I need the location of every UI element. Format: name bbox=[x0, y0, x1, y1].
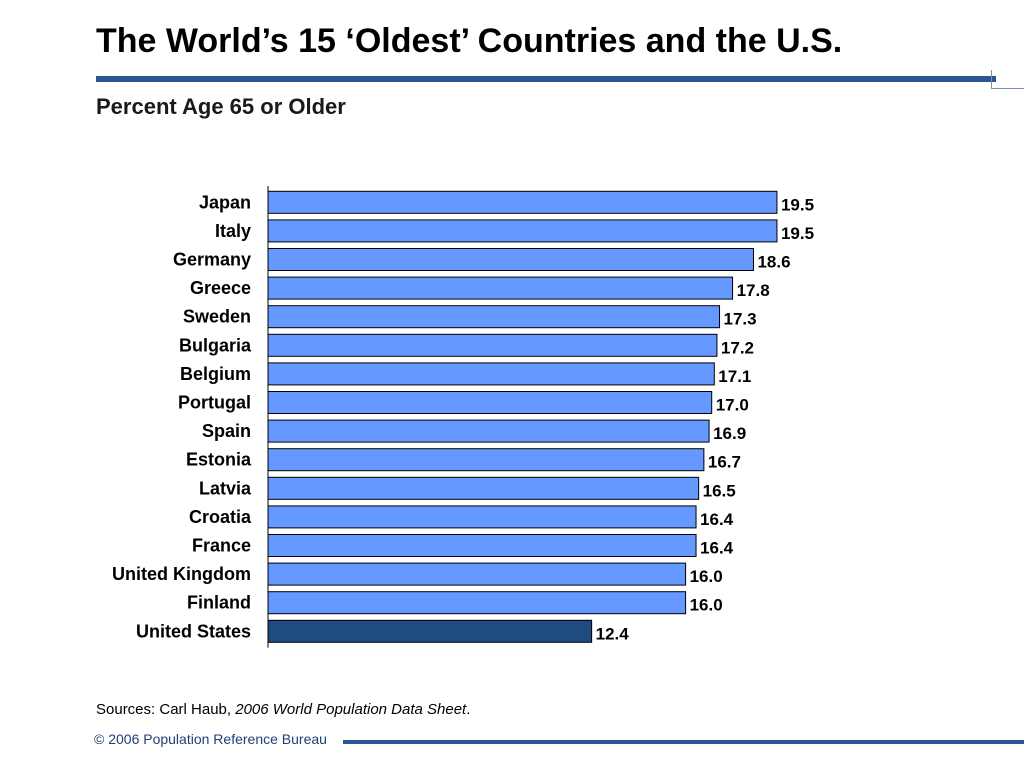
value-label-united-kingdom: 16.0 bbox=[690, 567, 723, 586]
source-title: 2006 World Population Data Sheet bbox=[235, 701, 467, 718]
bar-united-kingdom bbox=[267, 562, 687, 586]
bar-united-states bbox=[267, 619, 593, 643]
title-underline-corner bbox=[991, 70, 1024, 89]
bar-finland bbox=[267, 591, 687, 615]
category-label-portugal: Portugal bbox=[178, 393, 251, 413]
category-label-belgium: Belgium bbox=[180, 364, 251, 384]
chart-subtitle: Percent Age 65 or Older bbox=[96, 94, 346, 119]
bar-italy bbox=[267, 219, 778, 243]
category-label-italy: Italy bbox=[215, 221, 251, 241]
value-label-finland: 16.0 bbox=[690, 596, 723, 615]
value-label-croatia: 16.4 bbox=[700, 510, 734, 529]
category-label-finland: Finland bbox=[187, 593, 251, 613]
value-label-portugal: 17.0 bbox=[716, 396, 749, 415]
value-label-spain: 16.9 bbox=[713, 424, 746, 443]
bar-germany bbox=[267, 248, 754, 271]
category-label-greece: Greece bbox=[190, 278, 251, 298]
value-label-latvia: 16.5 bbox=[703, 481, 736, 500]
category-label-united-kingdom: United Kingdom bbox=[112, 564, 251, 584]
bar-spain bbox=[267, 419, 710, 443]
bar-france bbox=[267, 534, 697, 557]
bar-sweden bbox=[267, 305, 721, 329]
bar-belgium bbox=[267, 362, 715, 386]
category-label-bulgaria: Bulgaria bbox=[179, 335, 252, 355]
category-label-latvia: Latvia bbox=[199, 478, 252, 498]
category-label-croatia: Croatia bbox=[189, 507, 252, 527]
category-label-spain: Spain bbox=[202, 421, 251, 441]
category-label-france: France bbox=[192, 536, 251, 556]
value-label-germany: 18.6 bbox=[757, 253, 790, 272]
bar-greece bbox=[267, 276, 734, 300]
bar-latvia bbox=[267, 476, 700, 500]
value-label-bulgaria: 17.2 bbox=[721, 338, 754, 357]
footer-rule bbox=[343, 740, 1024, 744]
category-label-germany: Germany bbox=[173, 250, 251, 270]
bar-portugal bbox=[267, 391, 713, 414]
value-label-italy: 19.5 bbox=[781, 224, 814, 243]
value-label-france: 16.4 bbox=[700, 539, 734, 558]
category-label-united-states: United States bbox=[136, 621, 251, 641]
value-label-japan: 19.5 bbox=[781, 195, 814, 214]
source-note: Sources: Carl Haub, 2006 World Populatio… bbox=[96, 701, 470, 718]
value-label-greece: 17.8 bbox=[737, 281, 770, 300]
source-prefix: Sources: Carl Haub, bbox=[96, 701, 236, 718]
bar-japan bbox=[267, 190, 778, 214]
category-label-estonia: Estonia bbox=[186, 450, 252, 470]
slide-title: The World’s 15 ‘Oldest’ Countries and th… bbox=[96, 22, 843, 60]
category-label-sweden: Sweden bbox=[183, 307, 251, 327]
value-label-united-states: 12.4 bbox=[596, 624, 630, 643]
bar-croatia bbox=[267, 505, 697, 529]
category-label-japan: Japan bbox=[199, 192, 251, 212]
value-label-belgium: 17.1 bbox=[718, 367, 751, 386]
footer-copyright: © 2006 Population Reference Bureau bbox=[94, 731, 327, 747]
bar-bulgaria bbox=[267, 333, 718, 357]
bar-estonia bbox=[267, 448, 705, 472]
value-label-estonia: 16.7 bbox=[708, 453, 741, 472]
source-suffix: . bbox=[466, 701, 471, 718]
title-underline bbox=[96, 76, 996, 82]
value-label-sweden: 17.3 bbox=[724, 310, 757, 329]
